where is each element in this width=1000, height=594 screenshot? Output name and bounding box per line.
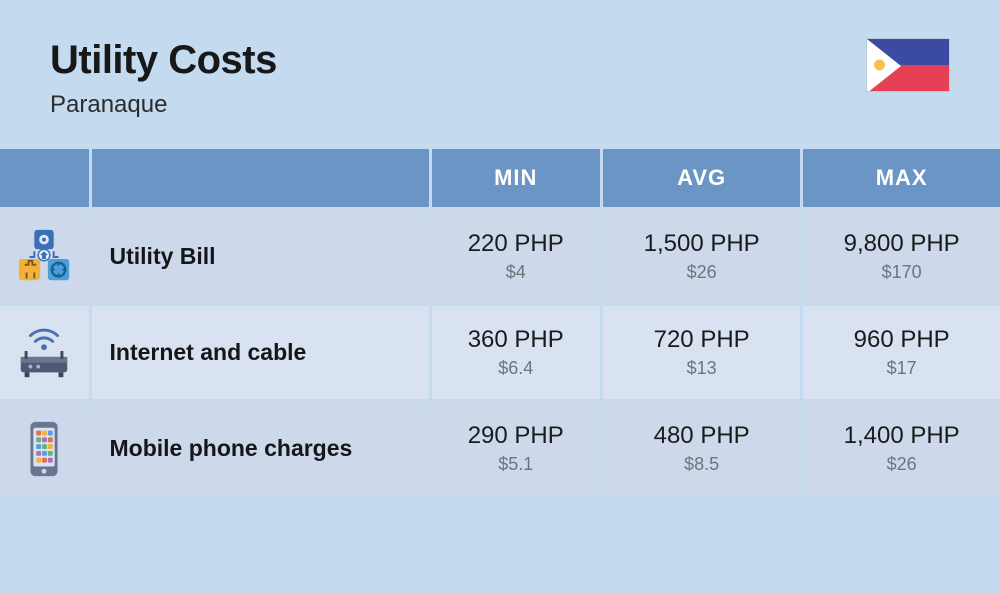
col-label-blank: [90, 149, 430, 209]
page: Utility Costs Paranaque MIN AVG MAX: [0, 0, 1000, 594]
table-row: Internet and cable 360 PHP $6.4 720 PHP …: [0, 305, 1000, 401]
value-sub: $17: [813, 358, 990, 379]
value-main: 290 PHP: [442, 422, 590, 450]
row-label: Utility Bill: [90, 209, 430, 305]
table-header-row: MIN AVG MAX: [0, 149, 1000, 209]
cell-max: 9,800 PHP $170: [802, 209, 1000, 305]
value-main: 720 PHP: [613, 326, 790, 354]
value-sub: $13: [613, 358, 790, 379]
value-sub: $170: [813, 262, 990, 283]
cell-avg: 480 PHP $8.5: [601, 401, 801, 496]
value-main: 960 PHP: [813, 326, 990, 354]
cell-avg: 1,500 PHP $26: [601, 209, 801, 305]
cell-max: 960 PHP $17: [802, 305, 1000, 401]
value-main: 480 PHP: [613, 422, 790, 450]
cell-max: 1,400 PHP $26: [802, 401, 1000, 496]
value-sub: $26: [813, 454, 990, 475]
header: Utility Costs Paranaque: [0, 0, 1000, 149]
value-sub: $26: [613, 262, 790, 283]
phone-icon: [13, 418, 75, 480]
col-icon-blank: [0, 149, 90, 209]
row-label: Internet and cable: [90, 305, 430, 401]
table-row: Utility Bill 220 PHP $4 1,500 PHP $26 9,…: [0, 209, 1000, 305]
value-sub: $4: [442, 262, 590, 283]
col-min: MIN: [430, 149, 601, 209]
utility-icon: [13, 226, 75, 288]
table-row: Mobile phone charges 290 PHP $5.1 480 PH…: [0, 401, 1000, 496]
cell-avg: 720 PHP $13: [601, 305, 801, 401]
router-icon: [13, 322, 75, 384]
row-icon-cell: [0, 305, 90, 401]
value-sub: $6.4: [442, 358, 590, 379]
page-subtitle: Paranaque: [50, 91, 277, 119]
value-main: 220 PHP: [442, 230, 590, 258]
value-main: 1,400 PHP: [813, 422, 990, 450]
value-sub: $5.1: [442, 454, 590, 475]
cell-min: 220 PHP $4: [430, 209, 601, 305]
cell-min: 360 PHP $6.4: [430, 305, 601, 401]
cell-min: 290 PHP $5.1: [430, 401, 601, 496]
value-main: 9,800 PHP: [813, 230, 990, 258]
col-max: MAX: [802, 149, 1000, 209]
row-icon-cell: [0, 401, 90, 496]
value-main: 1,500 PHP: [613, 230, 790, 258]
title-block: Utility Costs Paranaque: [50, 38, 277, 119]
row-icon-cell: [0, 209, 90, 305]
value-sub: $8.5: [613, 454, 790, 475]
col-avg: AVG: [601, 149, 801, 209]
costs-table: MIN AVG MAX: [0, 149, 1000, 495]
value-main: 360 PHP: [442, 326, 590, 354]
flag-philippines-icon: [866, 38, 950, 92]
page-title: Utility Costs: [50, 38, 277, 83]
row-label: Mobile phone charges: [90, 401, 430, 496]
